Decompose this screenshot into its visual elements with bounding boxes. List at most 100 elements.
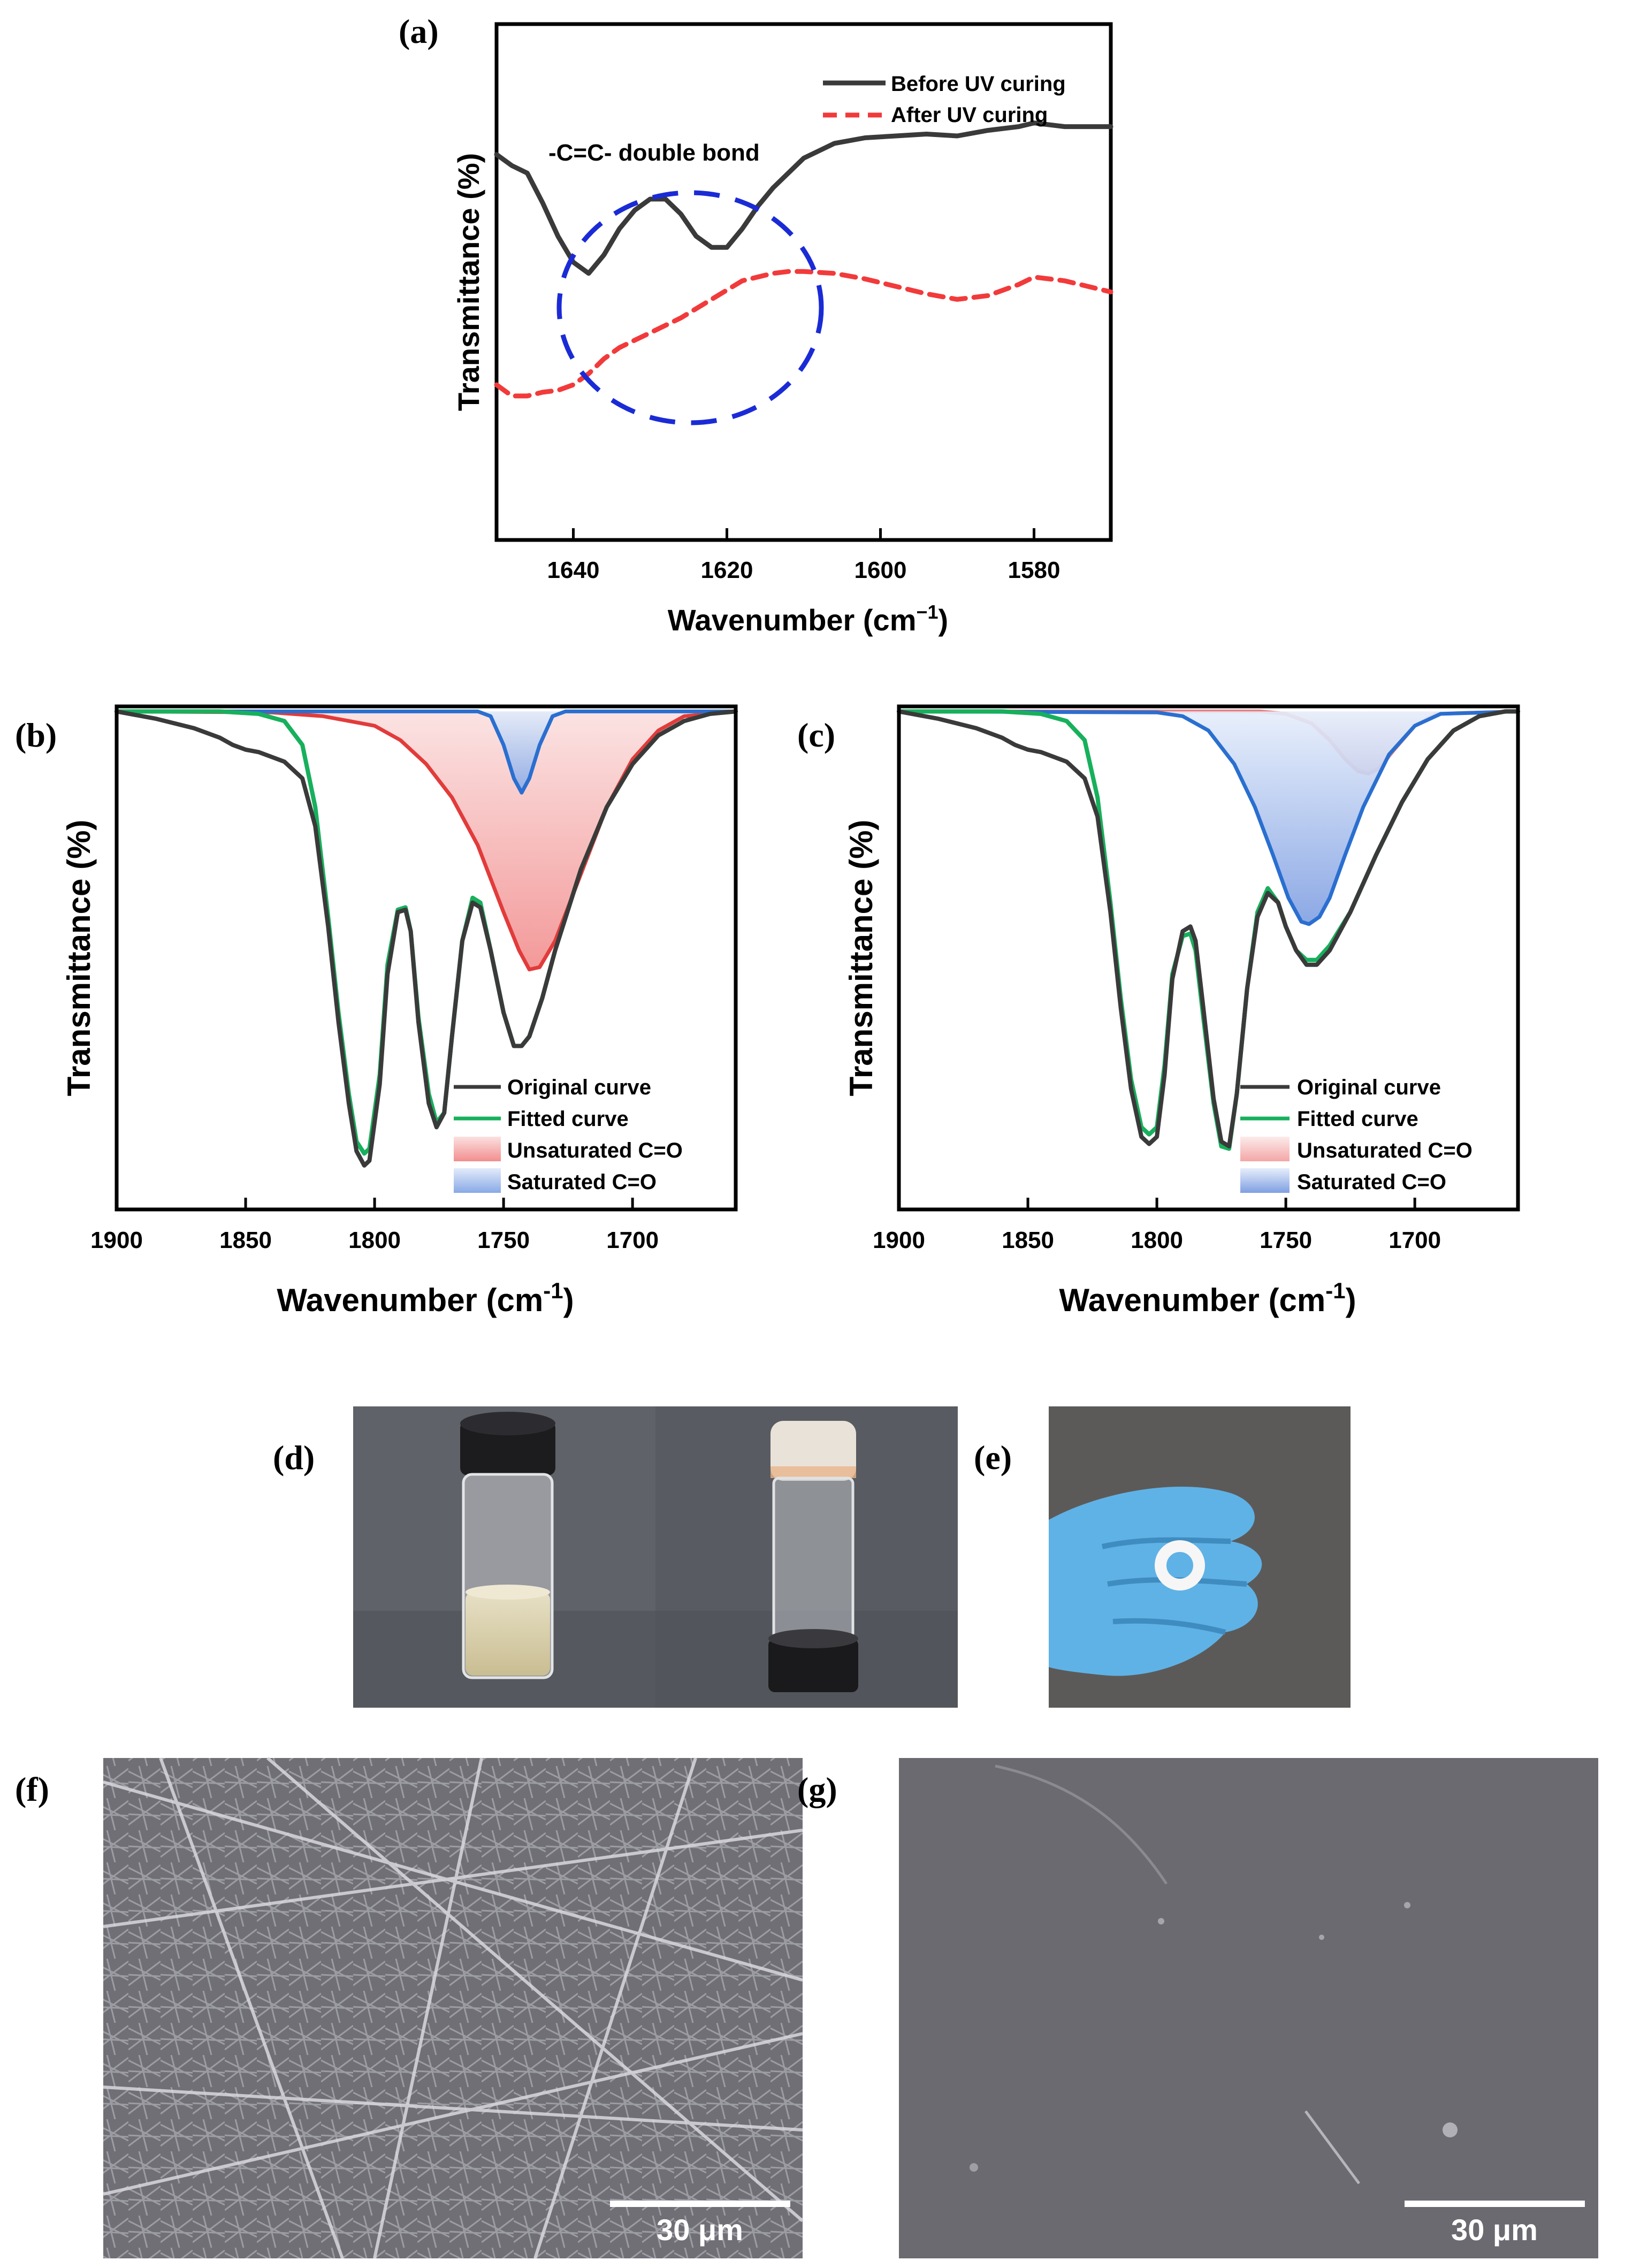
panel-label-e: (e) — [974, 1439, 1012, 1477]
legend-a: Before UV curing After UV curing — [823, 72, 1066, 127]
vials-photo — [353, 1406, 958, 1708]
y-axis-title-b: Transmittance (%) — [61, 820, 97, 1097]
fiber-4 — [373, 1757, 483, 2259]
vial-right-gel — [770, 1421, 856, 1481]
legend-c-unsaturated-swatch — [1240, 1137, 1290, 1161]
sem-particle-3 — [1319, 1935, 1324, 1940]
fiber-3 — [159, 1757, 344, 2259]
y-axis-title-c: Transmittance (%) — [843, 820, 879, 1097]
vial-left-cap-top — [460, 1412, 555, 1435]
plot-frame-b — [115, 704, 738, 1212]
x-axis-title-b-close: ) — [563, 1282, 574, 1318]
x-tick-label-b-1: 1850 — [219, 1227, 272, 1253]
sem-particle-4 — [1404, 1902, 1410, 1908]
double-bond-annotation: -C=C- double bond — [548, 140, 760, 166]
x-tick-label-a-2: 1600 — [855, 557, 907, 583]
x-axis-c: 1900 1850 1800 1750 1700 — [873, 1198, 1441, 1253]
panel-label-d: (d) — [273, 1439, 315, 1477]
plot-frame-a — [494, 22, 1113, 542]
y-axis-title-a: Transmittance (%) — [452, 153, 485, 411]
curves-b — [115, 709, 738, 1168]
legend-c-unsaturated-label: Unsaturated C=O — [1297, 1139, 1473, 1162]
x-axis-title-c-main: Wavenumber (cm — [1059, 1282, 1325, 1318]
x-tick-label-a-1: 1620 — [701, 557, 753, 583]
legend-b-fitted-label: Fitted curve — [507, 1107, 629, 1131]
legend-b-unsaturated-swatch — [454, 1137, 501, 1161]
x-axis-title-c-sup: -1 — [1325, 1278, 1345, 1303]
legend-c-saturated-label: Saturated C=O — [1297, 1170, 1446, 1194]
legend-b-unsaturated-label: Unsaturated C=O — [507, 1139, 683, 1162]
x-tick-label-b-2: 1800 — [348, 1227, 401, 1253]
curves-a — [494, 120, 1113, 399]
panel-c: (c) 1900 1850 1800 1750 1700 Transmittance (… — [797, 704, 1520, 1318]
gloved-hand-photo — [1049, 1406, 1351, 1708]
legend-c-fitted-label: Fitted curve — [1297, 1107, 1418, 1131]
panel-label-g: (g) — [797, 1770, 837, 1808]
x-axis-title-a-sup: −1 — [917, 601, 939, 623]
x-tick-label-c-0: 1900 — [873, 1227, 925, 1253]
peak-line-b-2 — [116, 709, 736, 972]
white-ring — [1155, 1540, 1205, 1590]
panel-e: (e) — [974, 1406, 1351, 1708]
x-axis-b: 1900 1850 1800 1750 1700 — [90, 1198, 659, 1253]
x-axis-title-b-sup: -1 — [543, 1278, 563, 1303]
x-axis-title-b: Wavenumber (cm-1) — [277, 1278, 574, 1318]
panel-label-b: (b) — [15, 716, 57, 754]
x-tick-label-c-2: 1800 — [1131, 1227, 1183, 1253]
panel-label-a: (a) — [399, 12, 439, 50]
x-tick-label-b-0: 1900 — [90, 1227, 143, 1253]
fiber-5 — [103, 2086, 803, 2132]
sem-crease-g — [995, 1764, 1168, 1885]
vial-left-cap — [460, 1421, 555, 1475]
x-tick-label-c-4: 1700 — [1389, 1227, 1441, 1253]
series-line-a-1 — [494, 269, 1113, 399]
double-bond-circle — [556, 190, 824, 425]
vial-right-glass — [772, 1477, 855, 1640]
sem-fibers-f — [103, 1756, 804, 2259]
scale-bar-f-label: 30 μm — [657, 2213, 743, 2247]
x-tick-label-a-0: 1640 — [547, 557, 600, 583]
panel-label-f: (f) — [15, 1770, 49, 1808]
vial-right — [768, 1421, 858, 1692]
curves-c — [897, 709, 1520, 1151]
sem-scratch-g — [1304, 2110, 1361, 2185]
panel-g: (g) 30 μm — [797, 1758, 1598, 2258]
fiber-1 — [103, 1780, 803, 1982]
fiber-7 — [103, 2032, 803, 2196]
series-line-b-0 — [115, 709, 738, 1168]
peak-fill-c-3 — [899, 711, 1518, 924]
panel-a: (a) 1640 1620 1600 1580 -C=C- double bond T… — [399, 12, 1113, 637]
peak-fill-b-2 — [117, 711, 736, 970]
vial-right-gel-band — [770, 1466, 856, 1478]
vial-left — [460, 1412, 555, 1679]
x-tick-label-b-3: 1750 — [477, 1227, 530, 1253]
panel-label-c: (c) — [797, 716, 835, 754]
x-axis-title-c: Wavenumber (cm-1) — [1059, 1278, 1356, 1318]
vial-right-cap — [768, 1639, 858, 1692]
fiber-8 — [266, 1756, 804, 2223]
x-axis-title-a-close: ) — [939, 603, 949, 637]
legend-b-original-label: Original curve — [507, 1076, 651, 1099]
legend-c-saturated-swatch — [1240, 1168, 1290, 1193]
legend-c: Original curve Fitted curve Unsaturated … — [1240, 1076, 1473, 1194]
x-tick-label-c-3: 1750 — [1260, 1227, 1312, 1253]
x-axis-a: 1640 1620 1600 1580 — [547, 528, 1060, 583]
series-line-c-0 — [897, 709, 1520, 1148]
vial-right-cap-rim — [768, 1629, 858, 1648]
x-axis-title-c-close: ) — [1346, 1282, 1356, 1318]
peak-line-b-3 — [117, 709, 736, 795]
vial-left-meniscus — [466, 1585, 550, 1600]
fiber-2 — [103, 1829, 803, 1928]
sem-image-g — [899, 1758, 1598, 2258]
x-tick-label-b-4: 1700 — [606, 1227, 659, 1253]
sem-particle-5 — [970, 2163, 978, 2172]
x-axis-title-a: Wavenumber (cm−1) — [668, 601, 948, 637]
legend-b-saturated-swatch — [454, 1168, 501, 1193]
legend-a-after-label: After UV curing — [891, 103, 1048, 127]
panel-b: (b) 1900 1850 1800 1750 1700 Transmittance (… — [15, 704, 738, 1318]
scale-bar-g-label: 30 μm — [1451, 2213, 1538, 2247]
vials-photo-floor — [353, 1611, 958, 1708]
panel-f: (f) 30 μm — [15, 1756, 804, 2259]
fiber-6 — [533, 1757, 697, 2259]
